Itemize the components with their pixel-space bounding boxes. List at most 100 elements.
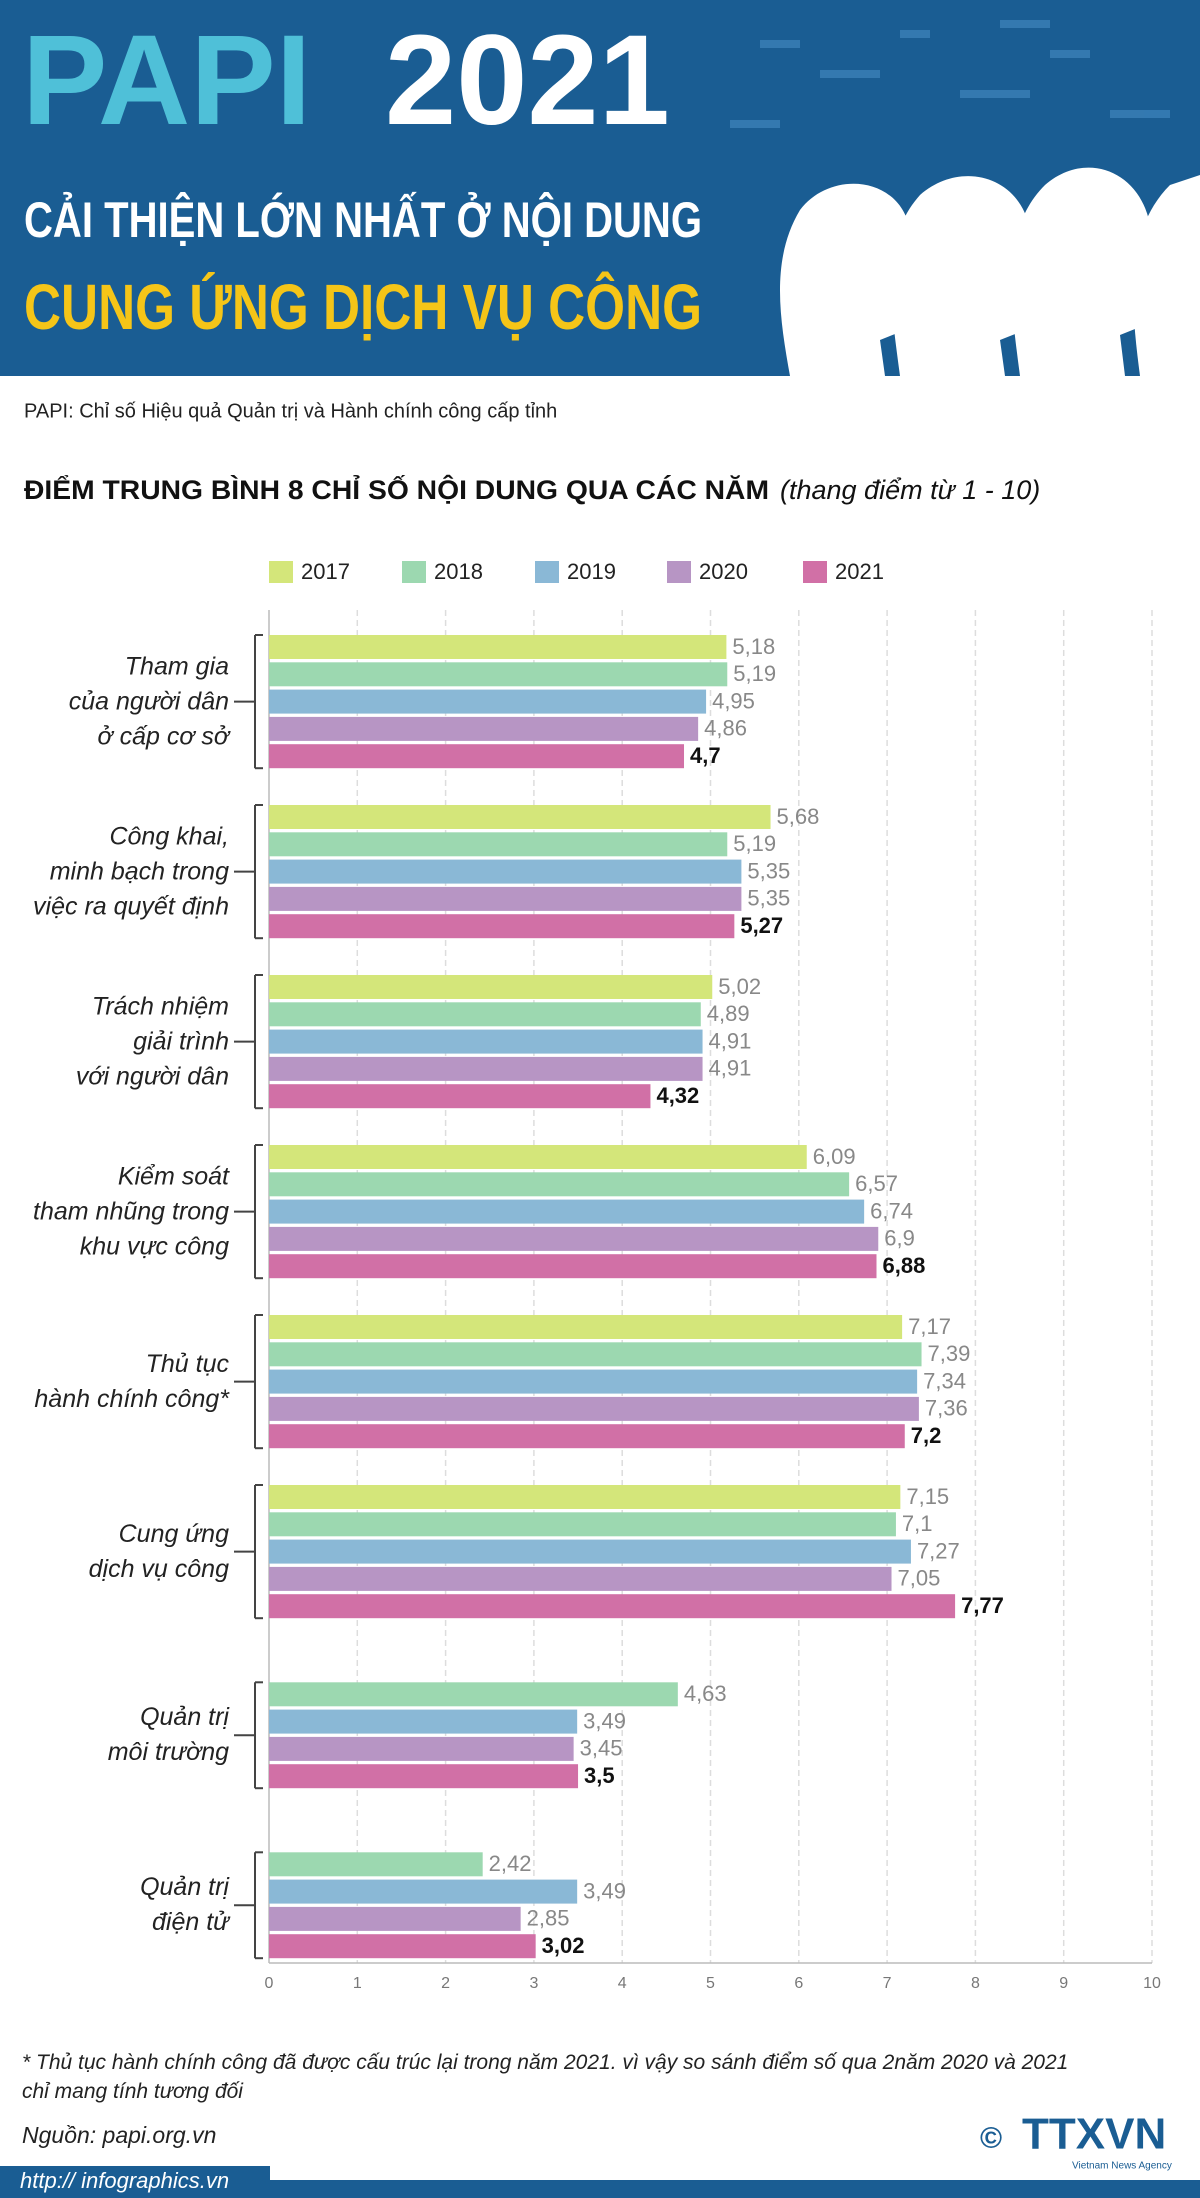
value-label: 3,02 [542,1933,585,1958]
value-label: 3,5 [584,1763,615,1788]
bar [269,1906,521,1931]
value-label: 7,39 [928,1341,971,1366]
value-label: 7,05 [898,1566,941,1591]
bar [269,1084,651,1109]
x-tick-label: 1 [353,1975,362,1992]
logo-tagline: Vietnam News Agency [1072,2161,1172,2172]
value-label: 5,35 [747,886,790,911]
bar [269,1172,850,1197]
footnote: * Thủ tục hành chính công đã được cấu tr… [22,2051,1069,2103]
bar [269,689,707,714]
value-label: 4,7 [690,743,721,768]
value-label: 6,74 [870,1198,913,1223]
logo-name: TTXVN [1022,2110,1166,2159]
legend-swatch [269,561,293,583]
chart-subtitle: (thang điểm từ 1 - 10) [780,475,1040,505]
value-label: 4,32 [656,1083,699,1108]
x-tick-label: 8 [971,1975,980,1992]
legend-swatch [667,561,691,583]
value-label: 6,9 [884,1226,915,1251]
bar [269,1709,578,1734]
category-label: Thủ tục hành chính công* [34,1349,229,1413]
value-label: 5,19 [733,831,776,856]
chart-title: ĐIỂM TRUNG BÌNH 8 CHỈ SỐ NỘI DUNG QUA CÁ… [24,473,769,505]
footer-band [270,2180,1200,2198]
value-label: 6,09 [813,1144,856,1169]
value-label: 3,49 [583,1878,626,1903]
bar [269,1002,701,1027]
value-label: 6,88 [883,1253,926,1278]
category-label: Trách nhiệm giải trình với người dân [75,992,229,1091]
value-label: 7,15 [906,1484,949,1509]
bar [269,744,685,769]
x-tick-label: 0 [265,1975,274,1992]
value-label: 7,2 [911,1423,942,1448]
value-label: 7,34 [923,1368,966,1393]
value-label: 7,77 [961,1593,1004,1618]
category-label: Tham gia của người dân ở cấp cơ sở [68,652,229,751]
legend-label: 2018 [434,559,483,584]
legend-swatch [535,561,559,583]
legend-label: 2019 [567,559,616,584]
headline-2: CUNG ỨNG DỊCH VỤ CÔNG [24,270,702,343]
bar [269,805,771,829]
bar [269,1396,919,1421]
value-label: 5,68 [777,804,820,829]
bar [269,1424,905,1449]
x-tick-label: 3 [529,1975,538,1992]
bar [269,1512,896,1537]
bar [269,716,699,741]
bar [269,1539,911,1564]
x-tick-label: 7 [883,1975,892,1992]
title-1: PAPI [22,9,311,152]
category-label: Quản trị môi trường [107,1703,229,1767]
value-label: 5,35 [747,858,790,883]
headline-1: CẢI THIỆN LỚN NHẤT Ở NỘI DUNG [24,191,702,248]
description: PAPI: Chỉ số Hiệu quả Quản trị và Hành c… [24,400,557,422]
logo-symbol: © [980,2122,1002,2155]
value-label: 5,19 [733,661,776,686]
category-label: Quản trị điện tử [140,1873,229,1937]
value-label: 5,02 [718,974,761,999]
bar [269,1594,956,1619]
bar [269,859,742,884]
x-tick-label: 4 [618,1975,627,1992]
bar [269,1315,903,1339]
value-label: 4,63 [684,1681,727,1706]
x-tick-label: 9 [1059,1975,1068,1992]
value-label: 7,36 [925,1396,968,1421]
value-label: 5,18 [732,634,775,659]
x-tick-label: 10 [1143,1975,1161,1992]
x-tick-label: 5 [706,1975,715,1992]
value-label: 4,89 [707,1001,750,1026]
value-label: 6,57 [855,1171,898,1196]
bar [269,1369,918,1394]
value-label: 7,1 [902,1511,933,1536]
silhouettes [780,167,1200,376]
bar [269,1145,807,1169]
legend-label: 2021 [835,559,884,584]
legend-swatch [402,561,426,583]
bar [269,1934,536,1959]
bar [269,1199,865,1224]
value-label: 2,85 [527,1906,570,1931]
footer-band [0,2166,270,2198]
bar [269,635,727,659]
category-label: Kiểm soát tham nhũng trong khu vực công [33,1162,229,1261]
website: http:// infographics.vn [20,2168,229,2193]
x-tick-label: 6 [794,1975,803,1992]
bar [269,1342,922,1367]
bar [269,914,735,939]
value-label: 4,91 [709,1056,752,1081]
bar [269,1879,578,1904]
bar [269,1056,703,1081]
title-2: 2021 [385,9,670,152]
category-label: Cung ứng dịch vụ công [88,1519,229,1583]
bar [269,1226,879,1251]
bar [269,886,742,911]
value-label: 4,95 [712,688,755,713]
value-label: 2,42 [489,1851,532,1876]
legend-label: 2017 [301,559,350,584]
header-decoration [730,20,1170,128]
